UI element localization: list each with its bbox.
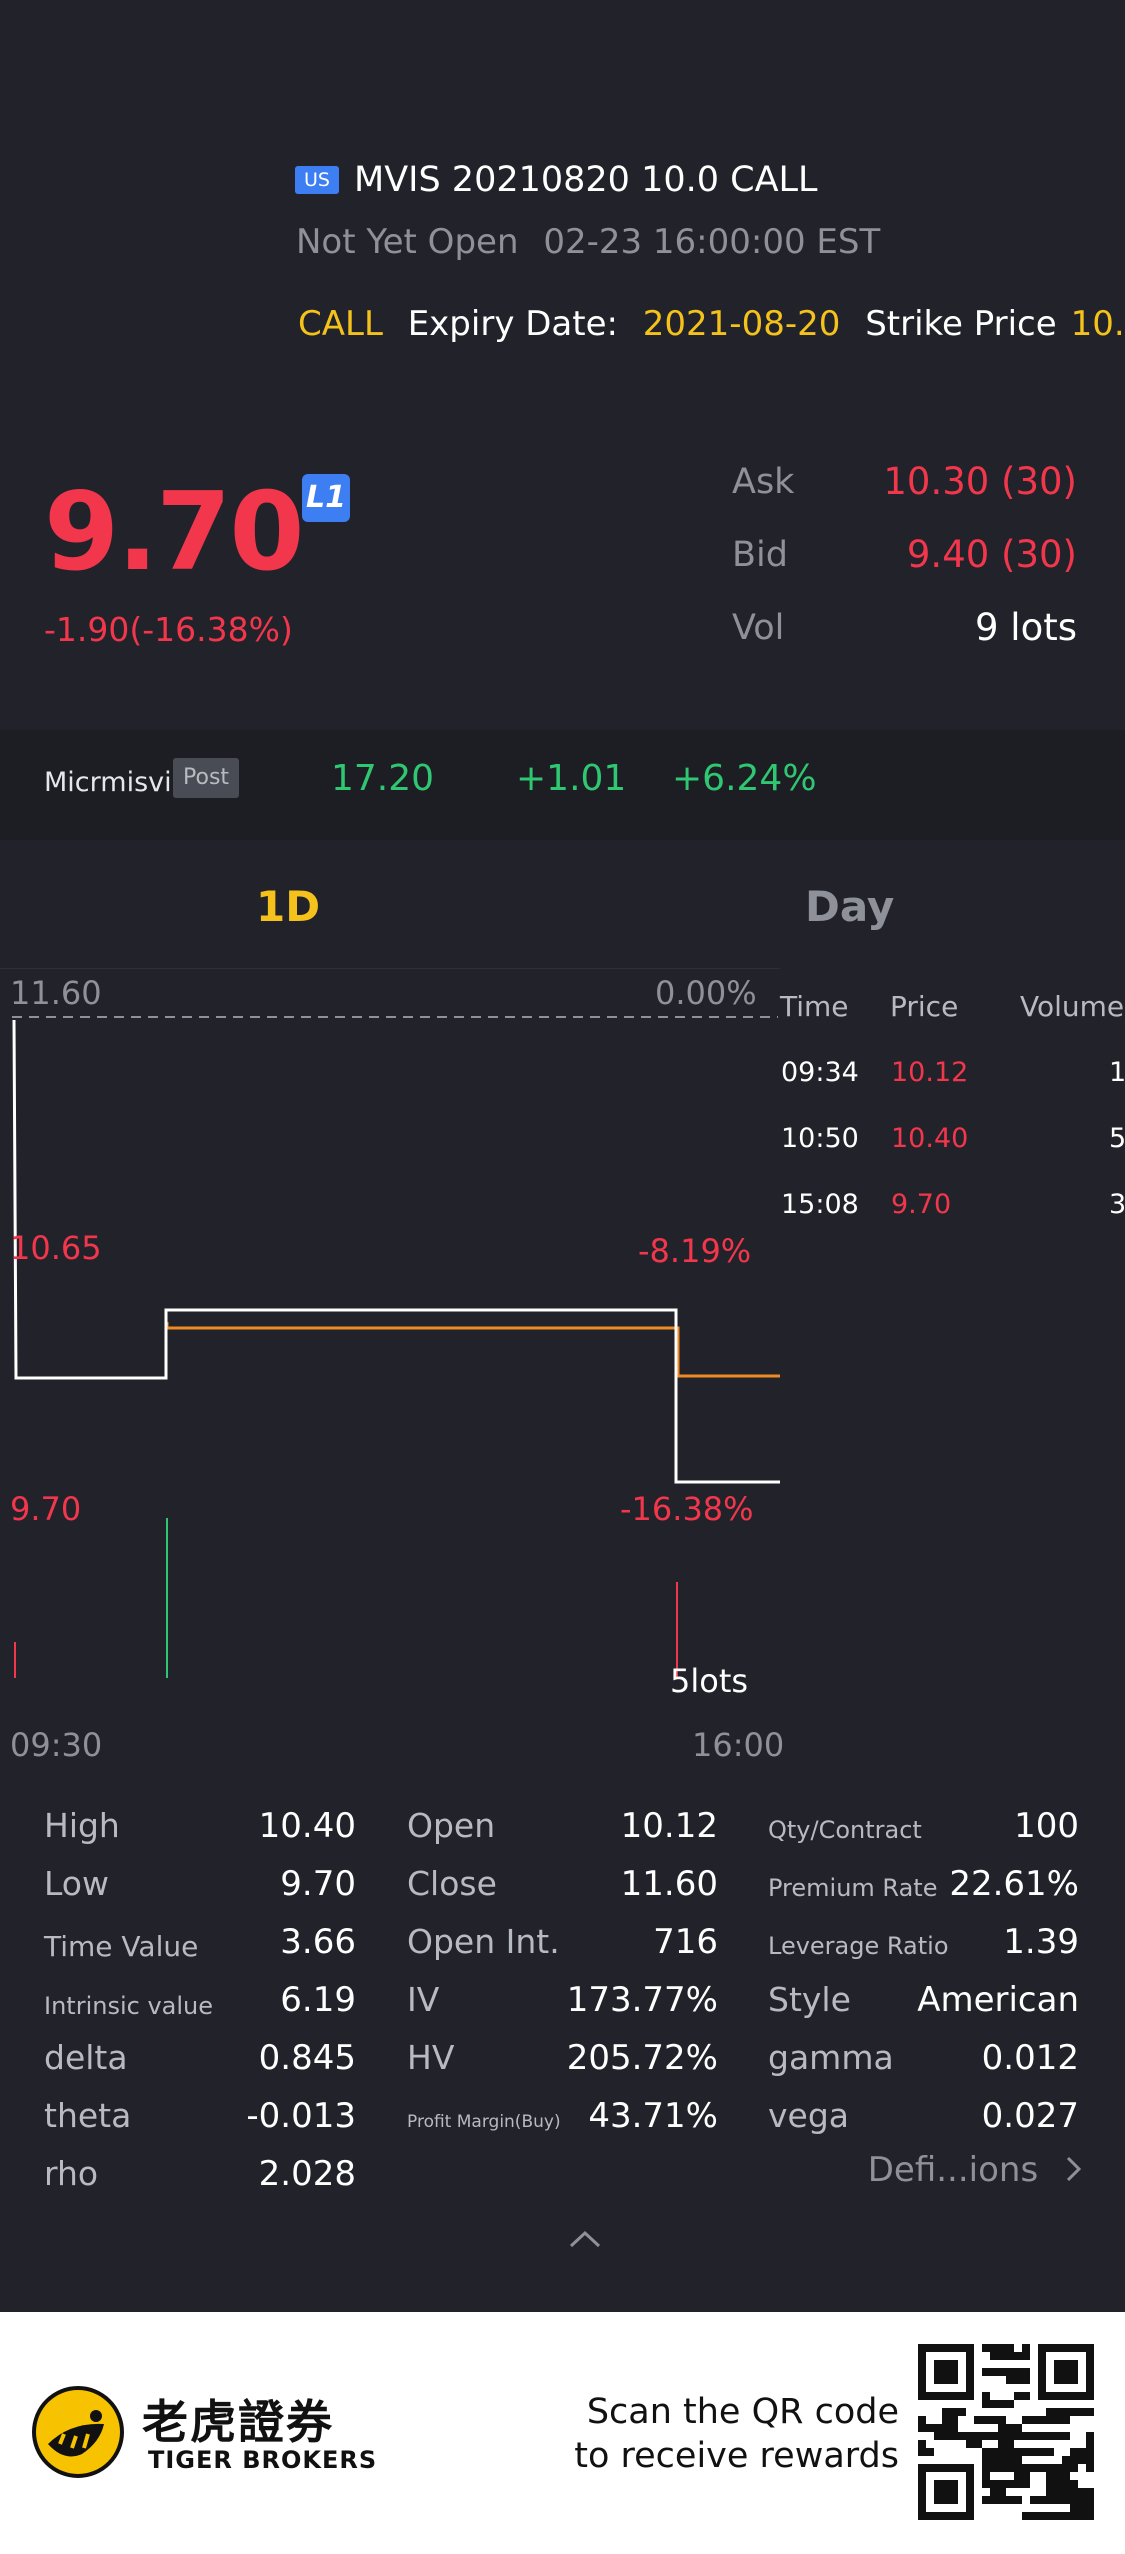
strike-label: Strike Price (865, 304, 1057, 344)
underlying-change-pct: +6.24% (672, 758, 817, 799)
stat-label: IV (407, 1980, 440, 2019)
stat-value: American (917, 1980, 1079, 2020)
volume-label: 5lots (670, 1662, 749, 1700)
price-change: -1.90(-16.38%) (44, 610, 293, 649)
brand-name-en: TIGER BROKERS (148, 2446, 378, 2474)
bid-label: Bid (732, 535, 788, 575)
stat-label: High (44, 1806, 120, 1845)
tab-day[interactable]: Day (805, 882, 895, 931)
y-bottom-label: 9.70 (10, 1490, 82, 1528)
trade-row-price: 10.12 (891, 1057, 969, 1088)
stat-value: 3.66 (280, 1922, 356, 1962)
stat-value: 10.40 (258, 1806, 356, 1846)
contract-meta: CALL Expiry Date: 2021-08-20 Strike Pric… (298, 304, 1125, 344)
stat-value: 1.39 (1003, 1922, 1079, 1962)
stat-value: 173.77% (566, 1980, 718, 2020)
definitions-label: Defi...ions (867, 2150, 1039, 2190)
status-text: Not Yet Open (296, 222, 519, 262)
stat-label: Open (407, 1806, 496, 1845)
x-start-label: 09:30 (10, 1726, 103, 1764)
contract-title: MVIS 20210820 10.0 CALL (354, 160, 818, 200)
underlying-price: 17.20 (331, 758, 435, 799)
strike-value: 10.0 (1070, 304, 1125, 344)
definitions-link[interactable]: Defi...ions (868, 2150, 1085, 2190)
stat-value: 0.012 (981, 2038, 1079, 2078)
avg-price-line (165, 1322, 780, 1378)
stat-label: Time Value (44, 1930, 199, 1963)
session-badge: Post (173, 758, 240, 798)
stat-value: 6.19 (280, 1980, 356, 2020)
stat-label: vega (768, 2096, 850, 2135)
stat-label: Intrinsic value (44, 1992, 213, 2020)
stat-label: rho (44, 2154, 99, 2193)
trade-row-price: 10.40 (891, 1123, 969, 1154)
trades-header-time: Time (780, 990, 849, 1023)
expiry-label: Expiry Date: (407, 304, 618, 344)
chevron-right-icon (1066, 2156, 1082, 2182)
trade-row-price: 9.70 (891, 1189, 952, 1220)
vol-label: Vol (732, 608, 785, 648)
stat-value: 43.71% (588, 2096, 718, 2136)
trade-row-time: 10:50 (781, 1123, 859, 1154)
stat-value: 205.72% (566, 2038, 718, 2078)
price-line (12, 1019, 780, 1484)
stat-value: 11.60 (620, 1864, 718, 1904)
vol-value: 9 lots (974, 606, 1077, 649)
stat-value: 0.027 (981, 2096, 1079, 2136)
trade-row-volume: 3 (1109, 1189, 1125, 1220)
brand-name-cn: 老虎證券 (142, 2395, 334, 2449)
y-bottom-pct: -16.38% (620, 1490, 754, 1528)
expiry-value: 2021-08-20 (642, 304, 841, 344)
intraday-chart[interactable] (0, 968, 780, 1768)
option-type: CALL (298, 304, 383, 344)
market-badge: US (295, 166, 339, 194)
stat-value: 22.61% (949, 1864, 1079, 1904)
stat-value: 0.845 (258, 2038, 356, 2078)
stat-label: Style (768, 1980, 851, 2019)
stat-label: Premium Rate (768, 1874, 938, 1902)
stat-label: theta (44, 2096, 132, 2135)
stat-value: 716 (653, 1922, 718, 1962)
ask-label: Ask (732, 462, 795, 502)
stat-value: -0.013 (246, 2096, 356, 2136)
stat-label: HV (407, 2038, 455, 2077)
caret-up-icon[interactable] (568, 2228, 602, 2250)
status-time: 02-23 16:00:00 EST (543, 222, 881, 262)
trade-row-volume: 5 (1109, 1123, 1125, 1154)
stat-label: Close (407, 1864, 497, 1903)
stat-label: Leverage Ratio (768, 1932, 949, 1960)
scan-line-1: Scan the QR code (586, 2392, 899, 2432)
stat-label: Low (44, 1864, 109, 1903)
scan-text: Scan the QR code to receive rewards (574, 2390, 899, 2478)
stat-label: Profit Margin(Buy) (407, 2112, 561, 2132)
y-mid-label: 10.65 (10, 1229, 102, 1267)
trades-header-price: Price (890, 990, 959, 1023)
trades-header-volume: Volume (1020, 990, 1125, 1023)
last-price: 9.70 (44, 470, 304, 595)
stat-value: 100 (1014, 1806, 1079, 1846)
ask-value: 10.30 (30) (883, 460, 1077, 503)
y-mid-pct: -8.19% (638, 1232, 752, 1270)
stat-label: delta (44, 2038, 128, 2077)
tab-1d[interactable]: 1D (256, 882, 321, 931)
stat-value: 2.028 (258, 2154, 356, 2194)
stat-value: 10.12 (620, 1806, 718, 1846)
scan-line-2: to receive rewards (574, 2436, 899, 2476)
trade-row-volume: 1 (1109, 1057, 1125, 1088)
stat-label: Qty/Contract (768, 1816, 922, 1844)
underlying-change: +1.01 (516, 758, 627, 799)
y-top-label: 11.60 (10, 974, 102, 1012)
market-status: Not Yet Open 02-23 16:00:00 EST (296, 222, 880, 262)
l1-badge-icon[interactable]: L1 (302, 474, 350, 522)
tiger-logo-icon (32, 2386, 124, 2478)
bid-value: 9.40 (30) (906, 533, 1077, 576)
trade-row-time: 09:34 (781, 1057, 859, 1088)
x-end-label: 16:00 (692, 1726, 785, 1764)
stat-label: Open Int. (407, 1922, 560, 1961)
y-top-pct: 0.00% (655, 974, 757, 1012)
trade-row-time: 15:08 (781, 1189, 859, 1220)
qr-code-icon[interactable] (918, 2344, 1094, 2520)
stat-value: 9.70 (280, 1864, 356, 1904)
stat-label: gamma (768, 2038, 894, 2077)
